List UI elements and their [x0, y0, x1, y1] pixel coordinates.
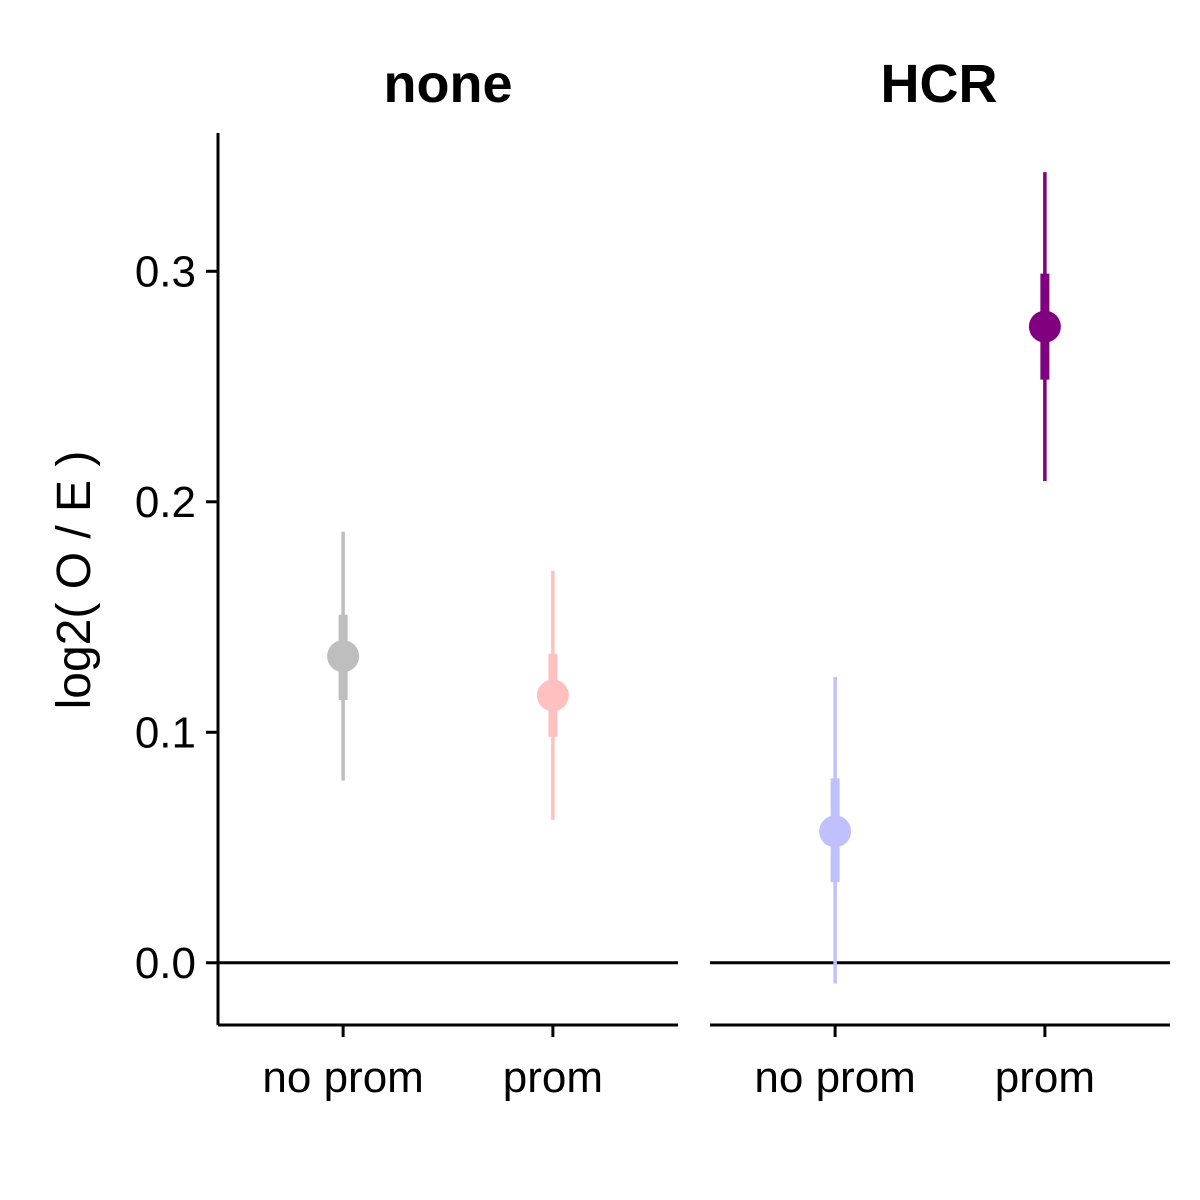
facet-title-none: none [384, 54, 513, 114]
data-point [1028, 310, 1061, 343]
y-tick-label: 0.3 [135, 247, 196, 296]
x-tick-label: no prom [262, 1053, 423, 1102]
facet-title-hcr: HCR [881, 54, 998, 114]
data-point [327, 640, 360, 673]
x-tick-label: prom [995, 1053, 1095, 1102]
x-tick-label: no prom [754, 1053, 915, 1102]
data-point [536, 679, 569, 712]
y-tick-label: 0.1 [135, 708, 196, 757]
data-point [819, 815, 852, 848]
y-tick-label: 0.0 [135, 939, 196, 988]
y-axis-title: log2( O / E ) [48, 451, 101, 710]
y-tick-label: 0.2 [135, 478, 196, 527]
x-tick-label: prom [503, 1053, 603, 1102]
